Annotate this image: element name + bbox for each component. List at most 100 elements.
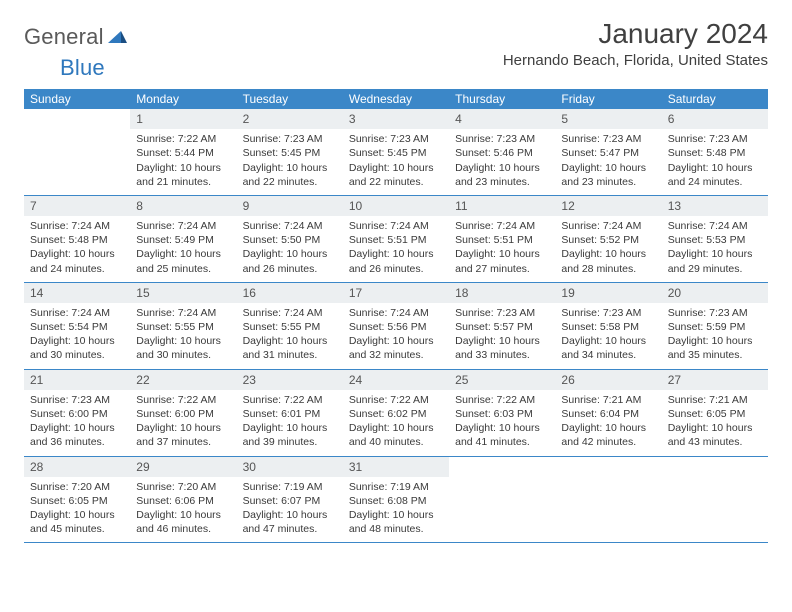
week-row: 28Sunrise: 7:20 AMSunset: 6:05 PMDayligh…: [24, 457, 768, 544]
daylight-line2: and 24 minutes.: [30, 262, 124, 276]
day-number: 20: [662, 283, 768, 303]
day-body: Sunrise: 7:23 AMSunset: 5:48 PMDaylight:…: [662, 132, 768, 189]
daylight-line1: Daylight: 10 hours: [136, 421, 230, 435]
day-body: Sunrise: 7:24 AMSunset: 5:51 PMDaylight:…: [449, 219, 555, 276]
day-cell: 30Sunrise: 7:19 AMSunset: 6:07 PMDayligh…: [237, 457, 343, 543]
sunset-line: Sunset: 6:07 PM: [243, 494, 337, 508]
day-cell-empty: [24, 109, 130, 195]
sunset-line: Sunset: 5:54 PM: [30, 320, 124, 334]
daylight-line2: and 39 minutes.: [243, 435, 337, 449]
daylight-line2: and 46 minutes.: [136, 522, 230, 536]
day-number: 27: [662, 370, 768, 390]
sunrise-line: Sunrise: 7:24 AM: [349, 306, 443, 320]
sunset-line: Sunset: 5:57 PM: [455, 320, 549, 334]
sunset-line: Sunset: 5:49 PM: [136, 233, 230, 247]
day-body: Sunrise: 7:21 AMSunset: 6:04 PMDaylight:…: [555, 393, 661, 450]
day-body: Sunrise: 7:22 AMSunset: 6:00 PMDaylight:…: [130, 393, 236, 450]
day-number: 10: [343, 196, 449, 216]
day-number: 6: [662, 109, 768, 129]
day-body: Sunrise: 7:23 AMSunset: 5:45 PMDaylight:…: [343, 132, 449, 189]
daylight-line1: Daylight: 10 hours: [668, 421, 762, 435]
daylight-line1: Daylight: 10 hours: [561, 421, 655, 435]
sunrise-line: Sunrise: 7:22 AM: [243, 393, 337, 407]
day-cell: 3 Sunrise: 7:23 AMSunset: 5:45 PMDaylight…: [343, 109, 449, 195]
weekday-header-cell: Wednesday: [343, 89, 449, 109]
day-cell: 11 Sunrise: 7:24 AMSunset: 5:51 PMDayligh…: [449, 196, 555, 282]
sunrise-line: Sunrise: 7:23 AM: [668, 132, 762, 146]
daylight-line1: Daylight: 10 hours: [243, 247, 337, 261]
daylight-line2: and 26 minutes.: [243, 262, 337, 276]
daylight-line2: and 42 minutes.: [561, 435, 655, 449]
day-body: Sunrise: 7:23 AMSunset: 5:45 PMDaylight:…: [237, 132, 343, 189]
daylight-line2: and 30 minutes.: [136, 348, 230, 362]
day-cell: 16Sunrise: 7:24 AMSunset: 5:55 PMDayligh…: [237, 283, 343, 369]
sunset-line: Sunset: 5:59 PM: [668, 320, 762, 334]
day-cell: 18Sunrise: 7:23 AMSunset: 5:57 PMDayligh…: [449, 283, 555, 369]
daylight-line2: and 31 minutes.: [243, 348, 337, 362]
daylight-line1: Daylight: 10 hours: [561, 334, 655, 348]
day-body: Sunrise: 7:24 AMSunset: 5:54 PMDaylight:…: [24, 306, 130, 363]
sunrise-line: Sunrise: 7:23 AM: [561, 306, 655, 320]
sunset-line: Sunset: 5:47 PM: [561, 146, 655, 160]
day-body: Sunrise: 7:19 AMSunset: 6:07 PMDaylight:…: [237, 480, 343, 537]
daylight-line2: and 24 minutes.: [668, 175, 762, 189]
day-body: Sunrise: 7:24 AMSunset: 5:52 PMDaylight:…: [555, 219, 661, 276]
sunset-line: Sunset: 5:53 PM: [668, 233, 762, 247]
brand-mark-icon: [108, 26, 128, 49]
day-body: Sunrise: 7:23 AMSunset: 5:46 PMDaylight:…: [449, 132, 555, 189]
day-cell: 1Sunrise: 7:22 AMSunset: 5:44 PMDaylight…: [130, 109, 236, 195]
day-cell: 14Sunrise: 7:24 AMSunset: 5:54 PMDayligh…: [24, 283, 130, 369]
day-number: 3: [343, 109, 449, 129]
daylight-line2: and 34 minutes.: [561, 348, 655, 362]
week-row: 21Sunrise: 7:23 AMSunset: 6:00 PMDayligh…: [24, 370, 768, 457]
calendar-page: General January 2024 Hernando Beach, Flo…: [0, 0, 792, 543]
sunrise-line: Sunrise: 7:24 AM: [455, 219, 549, 233]
daylight-line2: and 37 minutes.: [136, 435, 230, 449]
day-cell: 15 Sunrise: 7:24 AMSunset: 5:55 PMDayligh…: [130, 283, 236, 369]
sunrise-line: Sunrise: 7:23 AM: [561, 132, 655, 146]
sunrise-line: Sunrise: 7:24 AM: [136, 306, 230, 320]
daylight-line1: Daylight: 10 hours: [455, 421, 549, 435]
daylight-line2: and 21 minutes.: [136, 175, 230, 189]
daylight-line2: and 45 minutes.: [30, 522, 124, 536]
day-number: 2: [237, 109, 343, 129]
day-number: 8: [130, 196, 236, 216]
sunrise-line: Sunrise: 7:23 AM: [243, 132, 337, 146]
day-body: Sunrise: 7:23 AMSunset: 5:47 PMDaylight:…: [555, 132, 661, 189]
sunset-line: Sunset: 6:08 PM: [349, 494, 443, 508]
sunset-line: Sunset: 6:05 PM: [668, 407, 762, 421]
daylight-line2: and 27 minutes.: [455, 262, 549, 276]
day-number: 16: [237, 283, 343, 303]
sunset-line: Sunset: 5:51 PM: [455, 233, 549, 247]
day-cell: 19Sunrise: 7:23 AMSunset: 5:58 PMDayligh…: [555, 283, 661, 369]
day-cell: 28Sunrise: 7:20 AMSunset: 6:05 PMDayligh…: [24, 457, 130, 543]
sunset-line: Sunset: 6:06 PM: [136, 494, 230, 508]
daylight-line1: Daylight: 10 hours: [243, 161, 337, 175]
sunrise-line: Sunrise: 7:24 AM: [561, 219, 655, 233]
daylight-line1: Daylight: 10 hours: [349, 161, 443, 175]
brand-logo: General: [24, 18, 130, 50]
sunset-line: Sunset: 5:50 PM: [243, 233, 337, 247]
day-number: 5: [555, 109, 661, 129]
daylight-line1: Daylight: 10 hours: [455, 247, 549, 261]
sunset-line: Sunset: 5:56 PM: [349, 320, 443, 334]
day-body: Sunrise: 7:24 AMSunset: 5:49 PMDaylight:…: [130, 219, 236, 276]
daylight-line2: and 32 minutes.: [349, 348, 443, 362]
day-number: 17: [343, 283, 449, 303]
location-subtitle: Hernando Beach, Florida, United States: [503, 52, 768, 69]
day-number: 15: [130, 283, 236, 303]
day-body: Sunrise: 7:21 AMSunset: 6:05 PMDaylight:…: [662, 393, 768, 450]
day-number: 19: [555, 283, 661, 303]
sunrise-line: Sunrise: 7:23 AM: [349, 132, 443, 146]
day-cell: 12Sunrise: 7:24 AMSunset: 5:52 PMDayligh…: [555, 196, 661, 282]
daylight-line1: Daylight: 10 hours: [668, 247, 762, 261]
day-cell: 8 Sunrise: 7:24 AMSunset: 5:49 PMDaylight…: [130, 196, 236, 282]
day-number: 11: [449, 196, 555, 216]
daylight-line1: Daylight: 10 hours: [30, 247, 124, 261]
daylight-line2: and 41 minutes.: [455, 435, 549, 449]
daylight-line2: and 33 minutes.: [455, 348, 549, 362]
day-number: 26: [555, 370, 661, 390]
day-body: Sunrise: 7:24 AMSunset: 5:55 PMDaylight:…: [130, 306, 236, 363]
weekday-header-cell: Thursday: [449, 89, 555, 109]
day-cell: 23Sunrise: 7:22 AMSunset: 6:01 PMDayligh…: [237, 370, 343, 456]
